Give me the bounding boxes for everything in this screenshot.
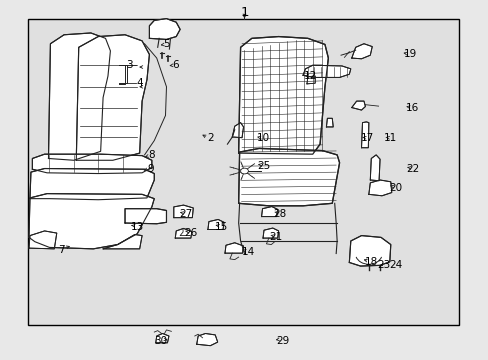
Polygon shape: [149, 19, 180, 40]
Text: 13: 13: [130, 222, 143, 232]
Polygon shape: [76, 35, 149, 160]
Polygon shape: [351, 101, 365, 110]
Text: 27: 27: [179, 209, 192, 219]
Text: 21: 21: [269, 232, 282, 242]
Text: 28: 28: [273, 209, 286, 219]
Text: 25: 25: [257, 161, 270, 171]
Polygon shape: [306, 76, 315, 84]
Polygon shape: [156, 333, 168, 343]
Text: 18: 18: [364, 257, 377, 267]
Text: 6: 6: [172, 60, 178, 70]
Polygon shape: [29, 231, 57, 249]
Polygon shape: [303, 65, 350, 77]
Polygon shape: [173, 205, 193, 218]
Text: 7: 7: [58, 245, 65, 255]
Text: 5: 5: [163, 40, 169, 49]
Text: 30: 30: [154, 336, 167, 346]
Text: 8: 8: [148, 150, 155, 160]
Text: 4: 4: [136, 78, 142, 88]
Text: 23: 23: [376, 260, 389, 270]
Polygon shape: [368, 180, 391, 196]
Polygon shape: [125, 209, 166, 224]
Polygon shape: [232, 123, 243, 138]
Text: 3: 3: [126, 60, 133, 70]
Text: 2: 2: [206, 133, 213, 143]
Polygon shape: [348, 235, 390, 266]
Text: 14: 14: [241, 247, 255, 257]
Polygon shape: [196, 333, 217, 346]
Text: 12: 12: [303, 71, 316, 81]
Circle shape: [240, 168, 248, 174]
Text: 10: 10: [256, 133, 269, 143]
Text: 19: 19: [403, 49, 416, 59]
Polygon shape: [263, 228, 278, 238]
Text: 24: 24: [388, 260, 402, 270]
Polygon shape: [48, 33, 110, 160]
Text: 29: 29: [275, 336, 288, 346]
Text: 17: 17: [360, 133, 373, 143]
Polygon shape: [207, 220, 224, 229]
Text: 20: 20: [388, 183, 402, 193]
Polygon shape: [103, 234, 142, 249]
Polygon shape: [238, 148, 339, 206]
Text: 15: 15: [215, 222, 228, 232]
Polygon shape: [175, 228, 191, 238]
Text: 11: 11: [384, 133, 397, 143]
Polygon shape: [369, 155, 379, 181]
Text: 26: 26: [184, 228, 197, 238]
Text: 1: 1: [240, 6, 248, 19]
Text: 16: 16: [405, 103, 419, 113]
Polygon shape: [238, 37, 328, 154]
Text: 22: 22: [405, 164, 419, 174]
Bar: [27, 19, 458, 325]
Polygon shape: [261, 207, 277, 217]
Polygon shape: [351, 44, 371, 59]
Text: 9: 9: [147, 164, 154, 174]
Polygon shape: [361, 122, 368, 148]
Polygon shape: [30, 168, 154, 200]
Polygon shape: [224, 243, 243, 253]
Polygon shape: [32, 154, 152, 174]
Polygon shape: [29, 194, 154, 249]
Polygon shape: [326, 118, 332, 127]
